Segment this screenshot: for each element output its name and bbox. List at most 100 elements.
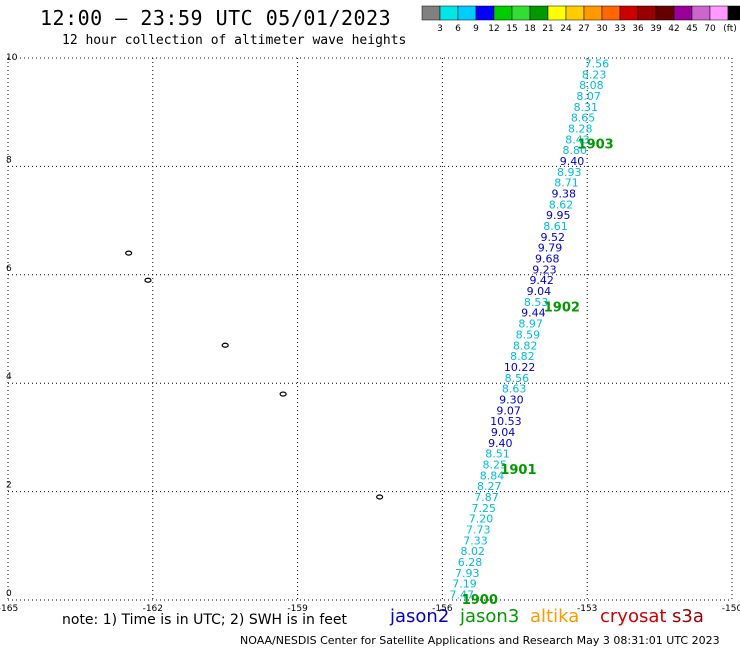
colorbar-swatch [673,5,693,21]
colorbar-swatch [637,5,657,21]
colorbar-swatch [691,5,711,21]
swh-label: 8.97 [518,318,543,331]
colorbar-label: 18 [524,24,536,34]
footer-note: note: 1) Time is in UTC; 2) SWH is in fe… [62,612,348,628]
y-tick-label: 2 [6,481,12,491]
swh-label: 8.65 [571,112,596,125]
swh-label: 8.31 [574,101,599,114]
swh-label: 6.28 [458,556,483,569]
swh-label: 9.95 [546,209,571,222]
colorbar-label: 15 [506,24,517,34]
swh-label: 9.68 [535,253,560,266]
swh-label: 9.44 [521,307,546,320]
colorbar-swatch [439,5,459,21]
swh-label: 8.59 [516,328,541,341]
x-tick-label: -162 [143,604,163,614]
colorbar-label: 21 [542,24,553,34]
colorbar-swatch [511,5,531,21]
island-outline [144,277,152,283]
swh-label: 8.02 [460,545,485,558]
y-tick-label: 4 [6,372,12,382]
x-tick-label: -165 [0,604,18,614]
x-tick-label: -150 [722,604,740,614]
swh-label: 9.79 [538,242,563,255]
colorbar-label: 42 [668,24,679,34]
colorbar-swatch [493,5,513,21]
colorbar-swatch [547,5,567,21]
chart-title: 12:00 – 23:59 UTC 05/01/2023 [40,6,392,30]
colorbar-label: 36 [632,24,644,34]
swh-label: 8.82 [510,350,535,363]
island-outline [279,391,287,397]
swh-label: 9.42 [529,274,554,287]
swh-label: 8.56 [505,372,530,385]
swh-label: 8.25 [483,459,508,472]
swh-label: 9.04 [527,285,552,298]
swh-label: 9.40 [488,437,513,450]
legend-jason2: jason2 [390,606,450,627]
colorbar-unit: (ft) [723,24,737,34]
legend-altika: altika [530,606,580,627]
colorbar-swatch [601,5,621,21]
legend-jason3: jason3 [460,606,520,627]
colorbar-swatch [619,5,639,21]
colorbar-label: 9 [473,24,479,34]
swh-label: 7.47 [449,589,474,602]
swh-label: 7.33 [463,534,488,547]
swh-label: 8.28 [568,122,593,135]
time-label: 1900 [462,593,498,608]
colorbar-swatch [583,5,603,21]
time-label: 1903 [578,138,614,153]
legend-s3a: s3a [672,606,704,627]
swh-label: 8.71 [554,177,579,190]
island-outline [376,494,384,500]
time-label: 1901 [500,463,536,478]
colorbar-swatch [727,5,740,21]
swh-label: 8.62 [549,198,574,211]
colorbar-label: 70 [704,24,716,34]
swh-label: 7.93 [455,567,480,580]
swh-label: 8.08 [579,79,604,92]
colorbar-label: 30 [596,24,608,34]
y-tick-label: 0 [6,589,12,599]
swh-label: 7.25 [472,502,497,515]
swh-label: 8.51 [485,448,510,461]
swh-label: 9.23 [532,263,557,276]
colorbar-label: 3 [437,24,443,34]
colorbar-label: 24 [560,24,572,34]
swh-label: 9.04 [491,426,516,439]
swh-label: 8.93 [557,166,582,179]
colorbar-swatch [709,5,729,21]
colorbar-swatch [457,5,477,21]
x-tick-label: -159 [287,604,308,614]
colorbar-swatch [565,5,585,21]
time-label: 1902 [544,300,580,315]
swh-label: 7.87 [474,491,499,504]
y-tick-label: 8 [6,155,12,165]
colorbar-label: 12 [488,24,499,34]
legend-cryosat: cryosat [600,606,667,627]
colorbar-swatch [475,5,495,21]
swh-label: 8.84 [480,469,505,482]
colorbar-label: 45 [686,24,697,34]
swh-label: 9.40 [560,155,585,168]
y-tick-label: 6 [6,264,12,274]
swh-label: 9.07 [496,404,521,417]
island-outline [125,250,133,256]
colorbar-swatch [421,5,441,21]
swh-label: 10.22 [504,361,536,374]
colorbar-label: 27 [578,24,589,34]
island-outline [221,342,229,348]
swh-label: 8.63 [502,383,527,396]
colorbar-label: 39 [650,24,662,34]
x-tick-label: -156 [432,604,453,614]
swh-label: 8.27 [477,480,502,493]
swh-label: 7.73 [466,524,491,537]
swh-label: 7.20 [469,513,494,526]
swh-label: 8.82 [513,339,538,352]
colorbar-label: 6 [455,24,461,34]
swh-label: 9.52 [540,231,565,244]
y-tick-label: 10 [6,53,18,63]
